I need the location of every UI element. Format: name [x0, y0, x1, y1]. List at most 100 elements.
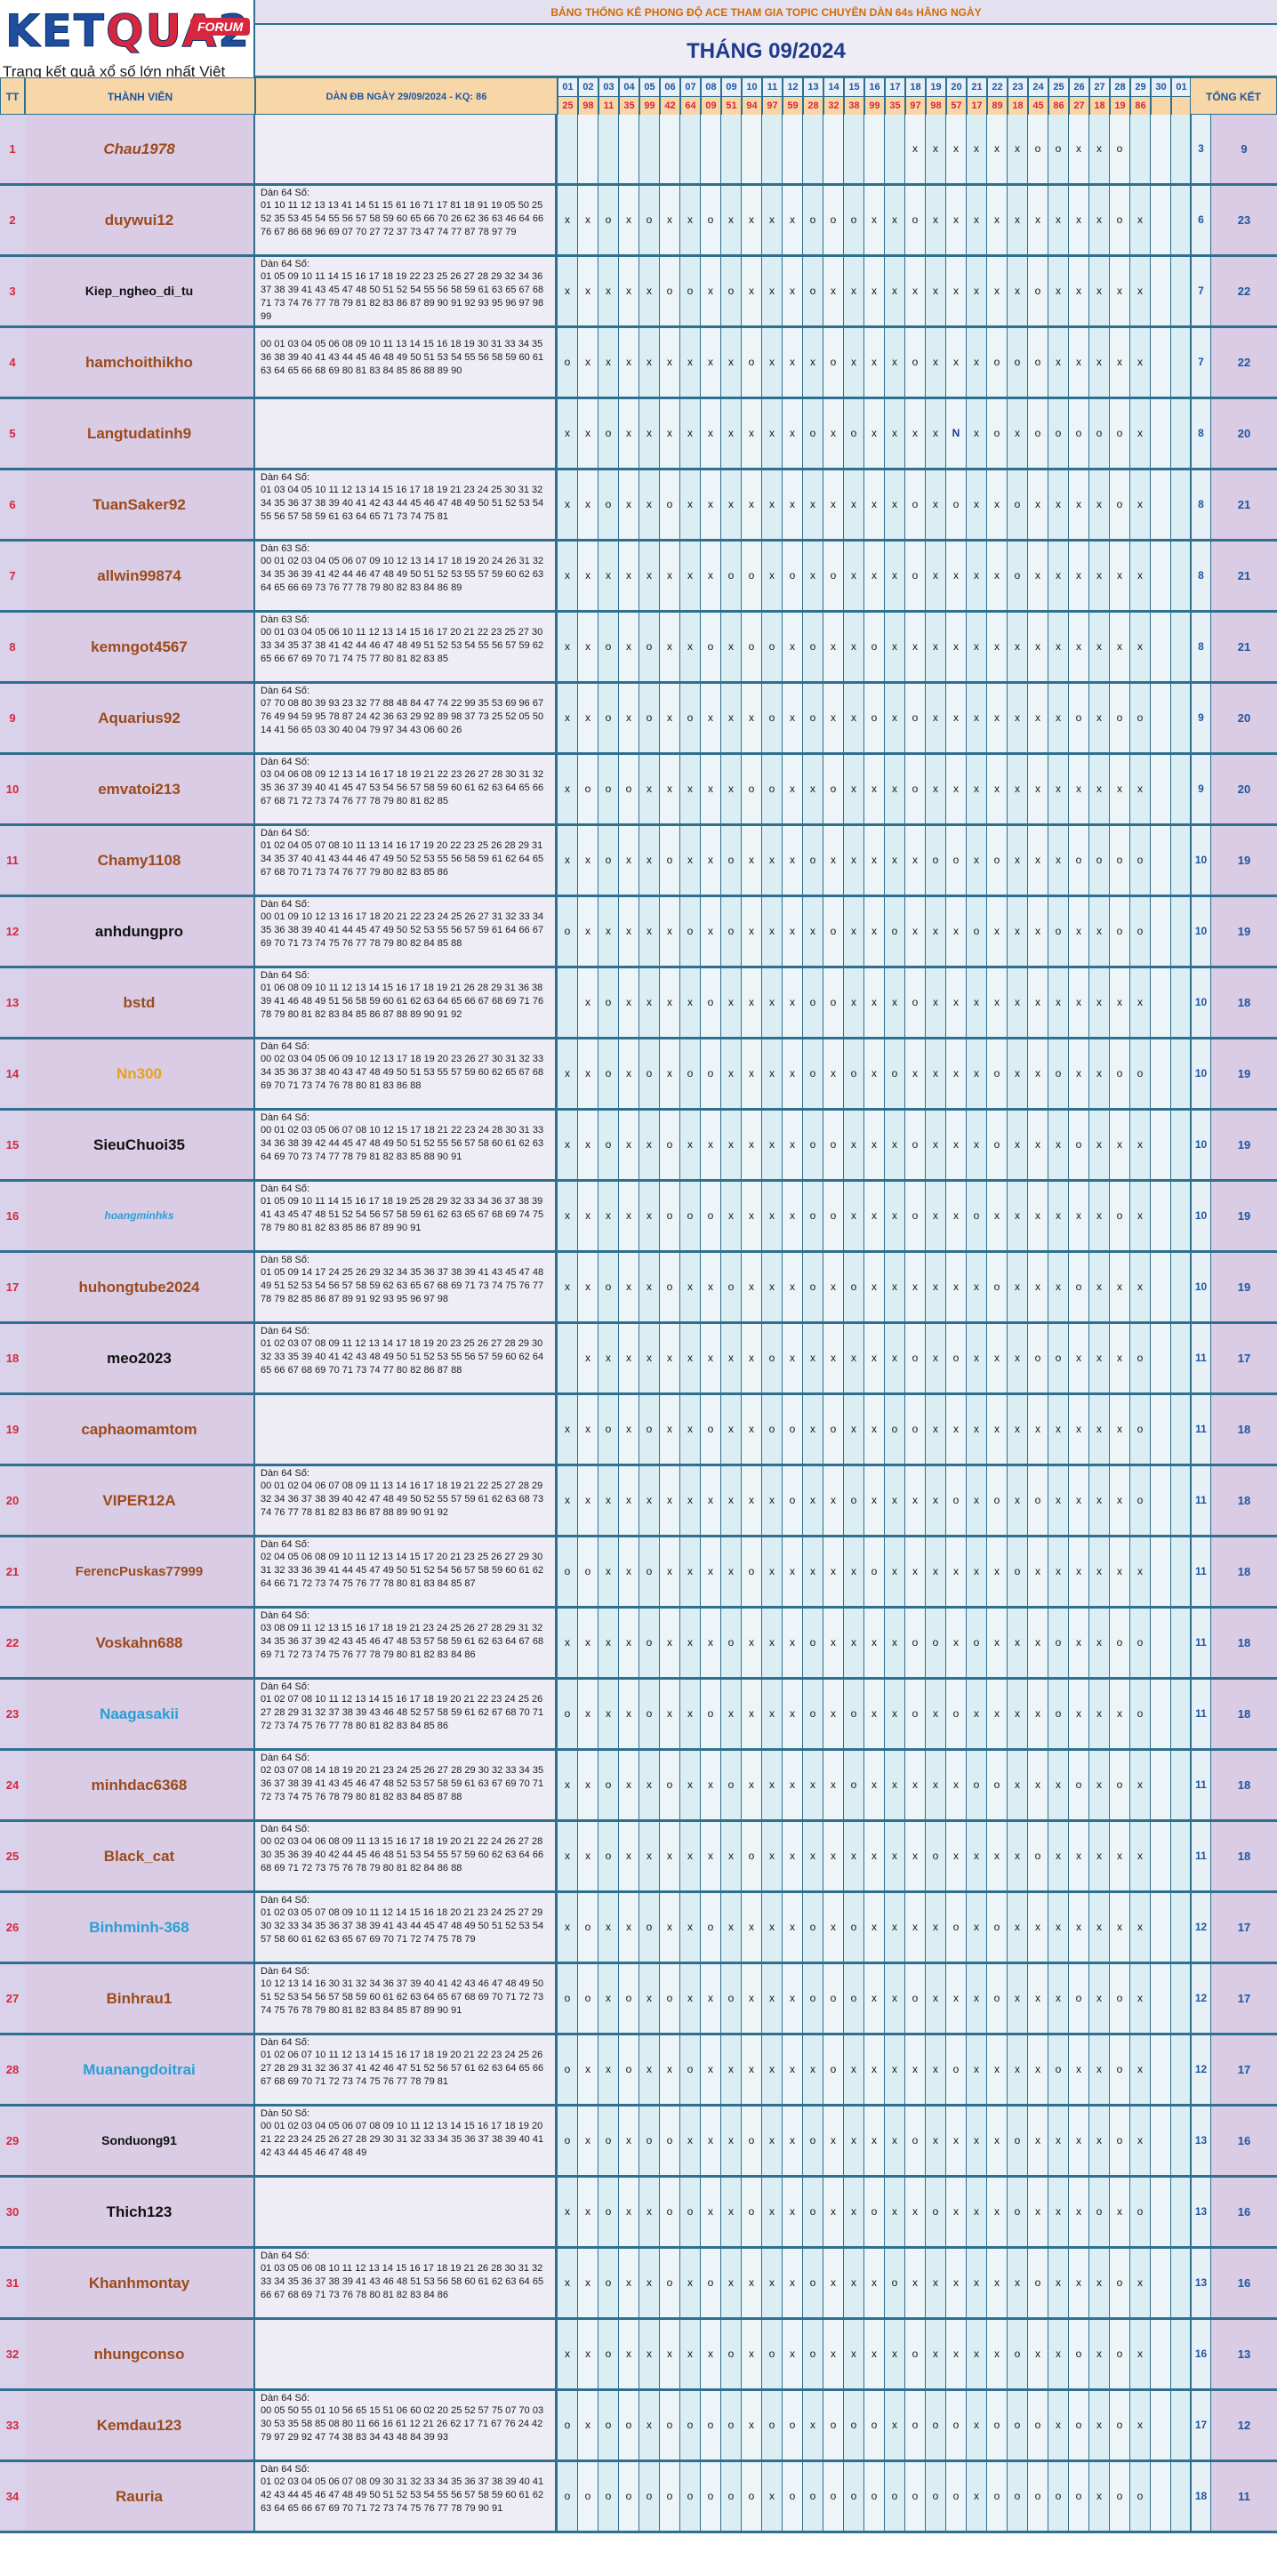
member-name[interactable]: Voskahn688 [25, 1609, 255, 1677]
total-hits: 11 [1190, 1609, 1211, 1677]
day-mark: x [967, 1395, 987, 1464]
day-mark: o [885, 897, 905, 966]
day-mark: o [558, 2391, 578, 2460]
member-name[interactable]: Binhminh-368 [25, 1893, 255, 1962]
day-mark: x [885, 1182, 905, 1250]
member-name[interactable]: minhdac6368 [25, 1751, 255, 1819]
total-hits: 8 [1190, 613, 1211, 681]
day-mark: x [660, 399, 680, 468]
member-name[interactable]: SieuChuoi35 [25, 1111, 255, 1179]
row-index: 23 [0, 1680, 26, 1748]
member-name[interactable]: kemngot4567 [25, 613, 255, 681]
day-mark [1151, 613, 1171, 681]
day-mark: x [1069, 470, 1089, 539]
total-hits: 7 [1190, 328, 1211, 397]
member-name[interactable]: Thich123 [25, 2178, 255, 2246]
member-name[interactable]: TuanSaker92 [25, 470, 255, 539]
day-mark: x [639, 1253, 660, 1321]
day-mark: o [660, 2391, 680, 2460]
total-hits: 10 [1190, 1111, 1211, 1179]
day-mark: x [783, 470, 803, 539]
day-mark [742, 115, 762, 183]
day-mark: x [578, 1751, 598, 1819]
total-misses: 18 [1211, 1680, 1277, 1748]
day-mark: x [701, 2107, 721, 2175]
day-mark: x [905, 826, 926, 895]
member-name[interactable]: hamchoithikho [25, 328, 255, 397]
day-mark: x [844, 1609, 864, 1677]
day-mark: x [742, 1324, 762, 1392]
number-set-values: 01 02 03 05 07 08 09 10 11 12 14 15 16 1… [261, 1907, 544, 1945]
member-name[interactable]: Kiep_ngheo_di_tu [25, 257, 255, 325]
number-set-heading: Dàn 50 Số: [261, 2108, 310, 2119]
day-mark: o [598, 1253, 619, 1321]
member-name[interactable]: Black_cat [25, 1822, 255, 1890]
member-name[interactable]: FerencPuskas77999 [25, 1537, 255, 1606]
day-mark: x [946, 1253, 967, 1321]
day-mark: o [1028, 2391, 1048, 2460]
day-mark: x [1028, 1893, 1048, 1962]
member-name[interactable]: Kemdau123 [25, 2391, 255, 2460]
day-mark: o [967, 897, 987, 966]
day-mark: x [803, 1466, 823, 1535]
table-row: 21 FerencPuskas77999 Dàn 64 Số: 02 04 05 06… [0, 1537, 1277, 1609]
site-logo[interactable]: KETQUA2 FORUM Trang kết quả xổ số lớn nh… [0, 0, 255, 98]
day-mark: x [619, 1324, 639, 1392]
member-name[interactable]: emvatoi213 [25, 755, 255, 823]
number-set-heading: Dàn 64 Số: [261, 259, 310, 269]
member-name[interactable]: Naagasakii [25, 1680, 255, 1748]
member-name[interactable]: Chamy1108 [25, 826, 255, 895]
member-name[interactable]: Aquarius92 [25, 684, 255, 752]
member-name[interactable]: Binhrau1 [25, 1964, 255, 2033]
day-mark: o [987, 1893, 1008, 1962]
member-name[interactable]: Langtudatinh9 [25, 399, 255, 468]
day-mark: x [558, 470, 578, 539]
member-name[interactable]: meo2023 [25, 1324, 255, 1392]
day-mark: o [721, 1609, 742, 1677]
member-name[interactable]: caphaomamtom [25, 1395, 255, 1464]
day-mark: o [1130, 1466, 1151, 1535]
member-name[interactable]: Khanhmontay [25, 2249, 255, 2317]
day-mark: x [578, 1609, 598, 1677]
member-name[interactable]: Rauria [25, 2462, 255, 2531]
day-mark [1151, 1537, 1171, 1606]
member-name[interactable]: hoangminhks [25, 1182, 255, 1250]
total-misses: 16 [1211, 2178, 1277, 2246]
member-name[interactable]: allwin99874 [25, 542, 255, 610]
member-name[interactable]: Sonduong91 [25, 2107, 255, 2175]
day-mark: x [926, 1395, 946, 1464]
day-mark: x [946, 186, 967, 254]
member-name[interactable]: Chau1978 [25, 115, 255, 183]
day-column-header: 28 19 [1110, 77, 1130, 116]
day-mark: o [864, 2391, 885, 2460]
logo-forum-badge: FORUM [190, 18, 251, 36]
member-name[interactable]: VIPER12A [25, 1466, 255, 1535]
day-result: 35 [620, 97, 638, 116]
day-mark: o [1048, 399, 1069, 468]
day-mark: x [823, 826, 844, 895]
member-name[interactable]: duywui12 [25, 186, 255, 254]
day-mark: o [926, 826, 946, 895]
row-index: 11 [0, 826, 26, 895]
member-name[interactable]: bstd [25, 968, 255, 1037]
member-name[interactable]: nhungconso [25, 2320, 255, 2388]
member-name[interactable]: Muanangdoitrai [25, 2035, 255, 2104]
total-misses: 18 [1211, 1609, 1277, 1677]
day-mark: x [905, 2249, 926, 2317]
member-name[interactable]: Nn300 [25, 1039, 255, 1108]
day-mark [1171, 1609, 1192, 1677]
day-mark: o [619, 2035, 639, 2104]
day-mark: o [680, 2462, 701, 2531]
day-mark: o [639, 1395, 660, 1464]
day-column-header: 01 [1171, 77, 1192, 116]
day-mark: o [823, 2035, 844, 2104]
day-mark: o [987, 1751, 1008, 1819]
day-mark: o [1028, 1324, 1048, 1392]
member-number-set: Dàn 64 Số: 00 01 02 04 06 07 08 09 11 13 … [255, 1466, 558, 1535]
day-mark: x [1069, 186, 1089, 254]
day-mark: o [1069, 1751, 1089, 1819]
day-mark: x [1130, 257, 1151, 325]
total-hits: 10 [1190, 1253, 1211, 1321]
member-name[interactable]: huhongtube2024 [25, 1253, 255, 1321]
member-name[interactable]: anhdungpro [25, 897, 255, 966]
